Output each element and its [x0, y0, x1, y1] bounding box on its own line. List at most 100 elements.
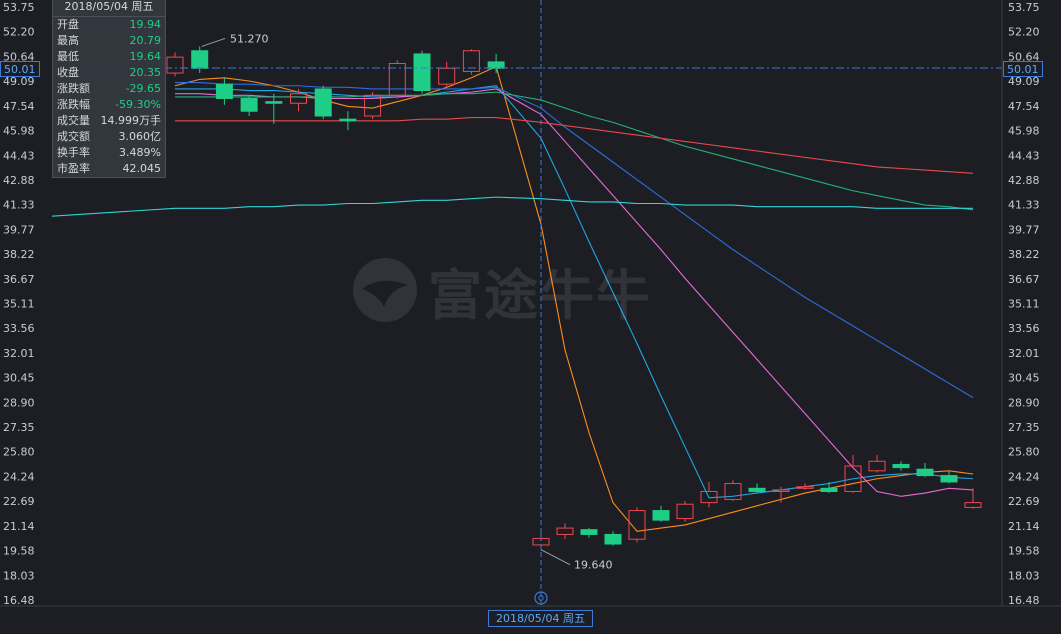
candle-body: [339, 118, 357, 122]
candle: [940, 470, 958, 484]
y-tick-label-left: 47.54: [3, 100, 35, 113]
y-tick-label-right: 32.01: [1008, 347, 1040, 360]
y-tick-label-left: 52.20: [3, 26, 35, 39]
high-marker-line: [201, 37, 226, 47]
candle: [339, 111, 357, 131]
candle-body: [796, 486, 814, 489]
ma250-line: [51, 196, 973, 217]
candle-body: [462, 50, 480, 72]
candles: [166, 46, 982, 550]
candle-body: [413, 53, 431, 92]
candle: [652, 505, 670, 522]
candle: [556, 523, 574, 540]
y-tick-label-right: 36.67: [1008, 273, 1040, 286]
y-tick-label-right: 16.48: [1008, 594, 1040, 607]
candle-body: [191, 50, 209, 69]
y-tick-label-right: 18.03: [1008, 569, 1040, 582]
y-tick-label-left: 19.58: [3, 545, 35, 558]
candle-body: [364, 94, 382, 117]
watermark: 富途牛牛: [350, 250, 680, 330]
info-row: 涨跌额 -29.65: [53, 81, 165, 97]
candle-body: [166, 56, 184, 74]
candle-body: [652, 510, 670, 521]
high-marker-label: 51.270: [230, 32, 269, 45]
y-tick-label-left: 44.43: [3, 149, 35, 162]
ma30-line: [175, 82, 974, 399]
y-tick-label-left: 27.35: [3, 421, 35, 434]
y-tick-label-right: 53.75: [1008, 1, 1040, 14]
candle: [215, 77, 233, 105]
ohlc-info-panel: 2018/05/04 周五 开盘 19.94 最高 20.79 最低 19.64 收盘 20.…: [52, 0, 166, 178]
info-row: 开盘 19.94: [53, 17, 165, 33]
y-tick-label-left: 49.09: [3, 75, 35, 88]
candle-body: [868, 460, 886, 472]
candle: [290, 88, 307, 112]
y-tick-label-right: 19.58: [1008, 545, 1040, 558]
y-tick-label-left: 33.56: [3, 322, 35, 335]
y-tick-label-right: 30.45: [1008, 372, 1040, 385]
info-value: 42.045: [122, 162, 162, 175]
candle: [191, 46, 209, 74]
info-label: 换手率: [57, 146, 90, 159]
y-tick-label-right: 47.54: [1008, 100, 1040, 113]
candle: [580, 528, 598, 538]
info-row: 成交额 3.060亿: [53, 129, 165, 145]
y-tick-label-right: 22.69: [1008, 495, 1040, 508]
y-tick-label-right: 45.98: [1008, 125, 1040, 138]
candle: [388, 60, 406, 99]
candle-body: [892, 463, 910, 469]
y-tick-label-right: 44.43: [1008, 149, 1040, 162]
y-tick-label-right: 39.77: [1008, 223, 1040, 236]
candle-body: [772, 489, 790, 492]
candle-body: [820, 487, 838, 492]
info-date: 2018/05/04 周五: [53, 0, 165, 17]
candle-body: [240, 97, 258, 112]
event-marker-dot: [538, 595, 544, 601]
y-tick-label-right: 38.22: [1008, 248, 1040, 261]
crosshair: [52, 0, 1002, 606]
candle: [364, 92, 382, 120]
candle-body: [604, 533, 622, 545]
info-row: 收盘 20.35: [53, 65, 165, 81]
info-row: 最低 19.64: [53, 49, 165, 65]
y-tick-label-right: 33.56: [1008, 322, 1040, 335]
candle: [240, 95, 258, 116]
candle: [628, 507, 646, 543]
candle: [964, 488, 982, 509]
candle: [487, 53, 505, 74]
candle-body: [580, 529, 598, 535]
candle-body: [700, 490, 718, 504]
info-label: 成交额: [57, 130, 90, 143]
info-value: 19.64: [129, 50, 162, 63]
y-tick-label-right: 24.24: [1008, 471, 1040, 484]
candle: [724, 480, 742, 502]
candle: [438, 61, 456, 88]
info-label: 涨跌幅: [57, 98, 90, 111]
candle-body: [388, 62, 406, 96]
candle-body: [487, 61, 505, 69]
crosshair-price-right: 50.01: [1003, 61, 1043, 77]
y-tick-label-left: 18.03: [3, 569, 35, 582]
candle-body: [265, 101, 283, 104]
candle-body: [628, 510, 646, 540]
info-row: 换手率 3.489%: [53, 145, 165, 161]
y-tick-label-left: 36.67: [3, 273, 35, 286]
candle: [700, 481, 718, 508]
y-tick-label-right: 49.09: [1008, 75, 1040, 88]
low-marker-label: 19.640: [574, 559, 613, 572]
info-value: 14.999万手: [100, 114, 162, 127]
candle-body: [724, 483, 742, 500]
info-row: 涨跌幅 -59.30%: [53, 97, 165, 113]
info-label: 成交量: [57, 114, 90, 127]
price-annotations: 51.270 19.640: [201, 32, 613, 572]
y-tick-label-left: 41.33: [3, 199, 35, 212]
info-value: 19.94: [129, 18, 162, 31]
crosshair-price-left: 50.01: [0, 61, 40, 77]
y-tick-label-right: 28.90: [1008, 396, 1040, 409]
candle: [772, 486, 790, 503]
y-tick-label-left: 22.69: [3, 495, 35, 508]
candle-body: [964, 502, 982, 508]
candle-body: [438, 67, 456, 85]
y-tick-label-right: 27.35: [1008, 421, 1040, 434]
